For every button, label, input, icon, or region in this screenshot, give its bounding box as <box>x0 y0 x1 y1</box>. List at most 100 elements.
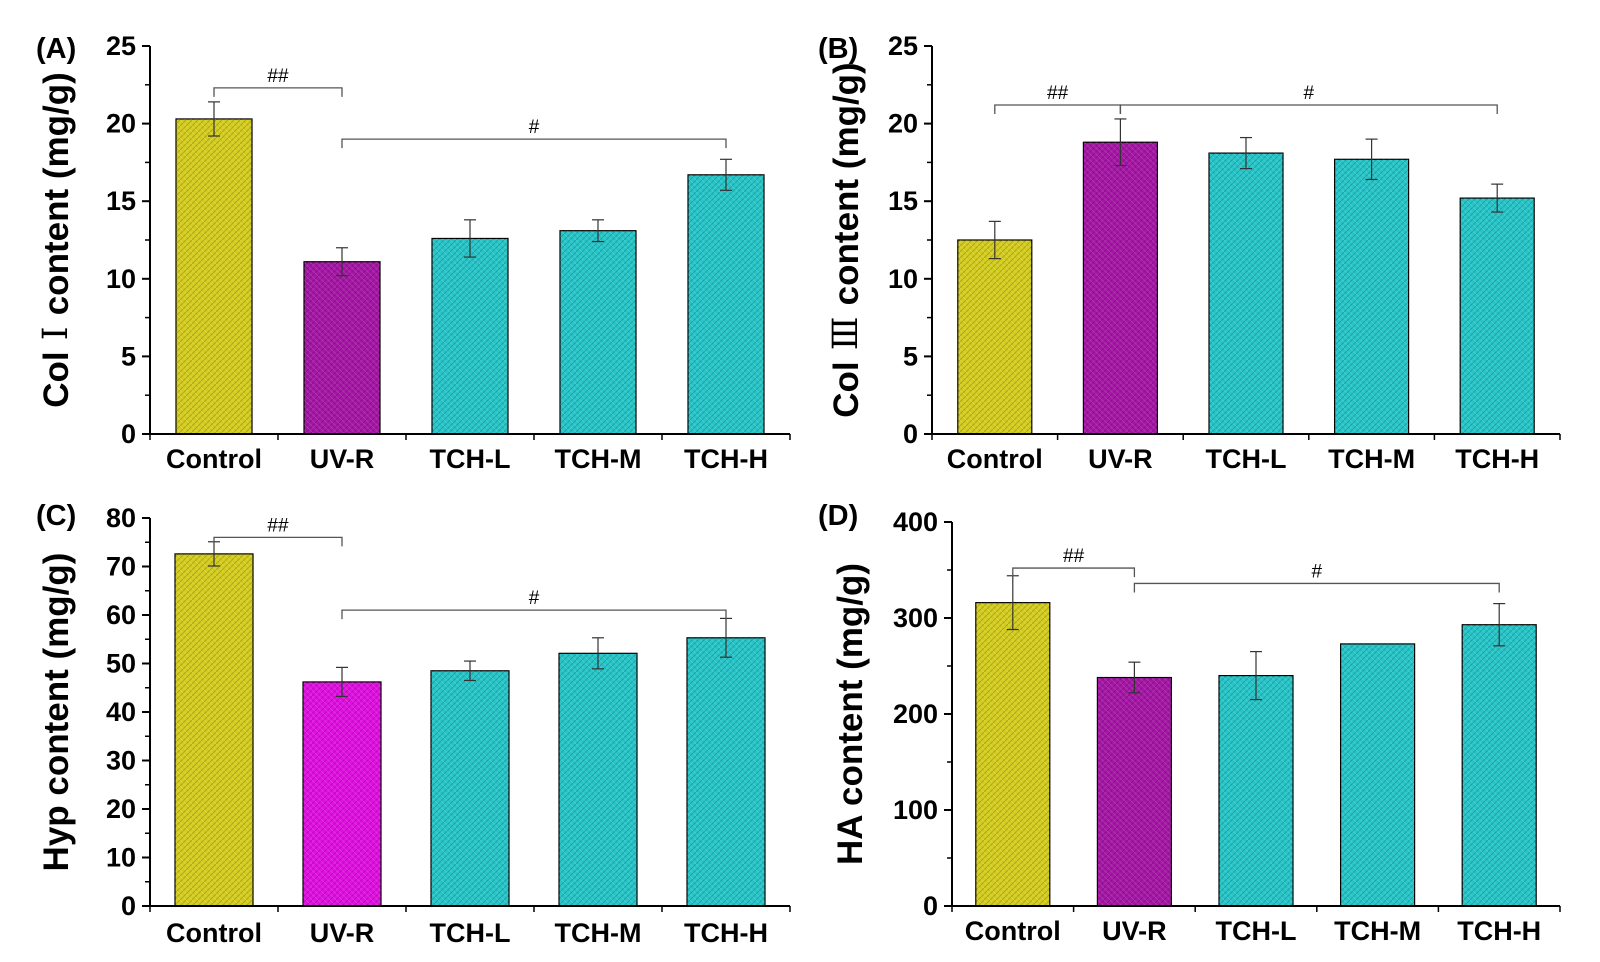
bar-texture <box>1340 643 1415 906</box>
y-tick-label: 30 <box>106 746 136 776</box>
y-tick-label: 60 <box>106 600 136 630</box>
significance-bracket <box>994 104 1122 114</box>
bar-texture <box>687 637 765 906</box>
y-tick-label: 25 <box>888 31 918 61</box>
y-tick-label: 80 <box>106 503 136 533</box>
significance-label: ## <box>267 66 289 87</box>
bar-texture <box>176 118 252 434</box>
y-tick-label: 15 <box>106 186 136 216</box>
significance-bracket <box>213 536 343 547</box>
x-tick-label: Control <box>965 916 1061 946</box>
significance-bracket <box>1133 582 1500 593</box>
y-axis-label-suffix: content (mg/g) <box>827 62 866 305</box>
y-tick-label: 300 <box>893 603 938 633</box>
chart-panel-1: (A) Col Ⅰ content (mg/g) Control UV-R TCH-L T… <box>36 31 791 474</box>
x-tick-label: TCH-H <box>684 918 768 948</box>
y-tick-label: 50 <box>106 649 136 679</box>
y-axis-label-prefix: Col <box>827 361 866 417</box>
panel-label: (B) <box>818 33 858 65</box>
y-tick-label: 15 <box>888 186 918 216</box>
x-tick-label: TCH-L <box>430 444 511 474</box>
significance-label: # <box>529 588 540 609</box>
bar-texture <box>1219 675 1293 906</box>
y-tick-label: 10 <box>106 843 136 873</box>
bar-texture <box>175 553 253 906</box>
x-tick-label: TCH-M <box>555 444 642 474</box>
bar-texture <box>1083 142 1158 434</box>
x-tick-label: TCH-M <box>1334 916 1421 946</box>
panel-label: (D) <box>818 500 858 532</box>
y-tick-label: 200 <box>893 699 938 729</box>
y-tick-label: 10 <box>888 264 918 294</box>
x-tick-label: Control <box>947 444 1043 474</box>
y-axis-label-prefix: Col <box>37 351 76 407</box>
bar-texture <box>957 240 1032 434</box>
y-tick-label: 5 <box>121 341 136 371</box>
bar-texture <box>431 670 509 906</box>
y-tick-label: 400 <box>893 507 938 537</box>
y-tick-label: 5 <box>903 341 918 371</box>
bar-texture <box>1462 624 1537 906</box>
y-tick-label: 25 <box>106 31 136 61</box>
x-tick-label: UV-R <box>310 918 375 948</box>
x-tick-label: TCH-L <box>1206 444 1287 474</box>
y-tick-label: 0 <box>121 419 136 449</box>
significance-bracket <box>1012 567 1136 578</box>
y-tick-label: 0 <box>923 891 938 921</box>
bar-texture <box>559 653 637 906</box>
significance-bracket <box>1119 104 1498 114</box>
y-axis-label-roman: Ⅲ <box>826 305 866 361</box>
panel-label: (A) <box>36 33 76 65</box>
bar-texture <box>975 602 1050 906</box>
y-axis-label-prefix: Hyp content (mg/g) <box>37 553 76 872</box>
y-tick-label: 0 <box>903 419 918 449</box>
y-tick-label: 20 <box>106 794 136 824</box>
x-tick-label: UV-R <box>1102 916 1167 946</box>
y-axis-label: Col Ⅲ content (mg/g) <box>826 62 866 417</box>
y-tick-label: 20 <box>888 109 918 139</box>
significance-bracket <box>213 87 343 97</box>
bar-texture <box>432 238 508 434</box>
y-tick-label: 0 <box>121 891 136 921</box>
significance-label: # <box>1312 561 1323 582</box>
chart-panel-4: (D) HA content (mg/g) Control UV-R TCH-L TCH-… <box>818 500 1561 946</box>
bar-texture <box>1460 198 1535 434</box>
x-tick-label: UV-R <box>1088 444 1153 474</box>
panel-label: (C) <box>36 500 76 532</box>
chart-panel-2: (B)Col Ⅲ content (mg/g)Control UV-R TCH-L T… <box>818 31 1561 474</box>
significance-label: ## <box>1047 83 1069 104</box>
x-tick-label: Control <box>166 918 262 948</box>
x-tick-label: TCH-L <box>1216 916 1297 946</box>
significance-label: ## <box>267 515 289 536</box>
x-tick-label: TCH-M <box>1328 444 1415 474</box>
y-tick-label: 10 <box>106 264 136 294</box>
x-tick-label: UV-R <box>310 444 375 474</box>
y-tick-label: 100 <box>893 795 938 825</box>
x-tick-label: TCH-L <box>430 918 511 948</box>
y-tick-label: 70 <box>106 552 136 582</box>
bar-texture <box>560 230 636 434</box>
bar-texture <box>303 681 381 906</box>
x-tick-label: TCH-H <box>684 444 768 474</box>
x-tick-label: Control <box>166 444 262 474</box>
x-tick-label: TCH-M <box>555 918 642 948</box>
bar-texture <box>1209 153 1283 434</box>
bar-texture <box>1334 159 1409 434</box>
significance-bracket <box>341 138 727 149</box>
bar-texture <box>1097 677 1172 906</box>
y-axis-label-prefix: HA content (mg/g) <box>831 563 870 865</box>
y-axis-label: Col Ⅰ content (mg/g) <box>36 72 76 408</box>
y-axis-label-roman: Ⅰ <box>36 315 76 351</box>
x-tick-label: TCH-H <box>1457 916 1541 946</box>
x-tick-label: TCH-H <box>1455 444 1539 474</box>
bar-texture <box>688 174 764 435</box>
significance-label: # <box>529 117 540 138</box>
chart-panel-3: (C) Hyp content (mg/g) Control UV-R TCH-L TCH… <box>36 500 791 948</box>
significance-label: ## <box>1063 546 1085 567</box>
significance-bracket <box>341 609 727 620</box>
y-axis-label: Hyp content (mg/g) <box>37 553 76 872</box>
y-tick-label: 20 <box>106 109 136 139</box>
significance-label: # <box>1304 83 1315 104</box>
y-axis-label-suffix: content (mg/g) <box>37 72 76 315</box>
